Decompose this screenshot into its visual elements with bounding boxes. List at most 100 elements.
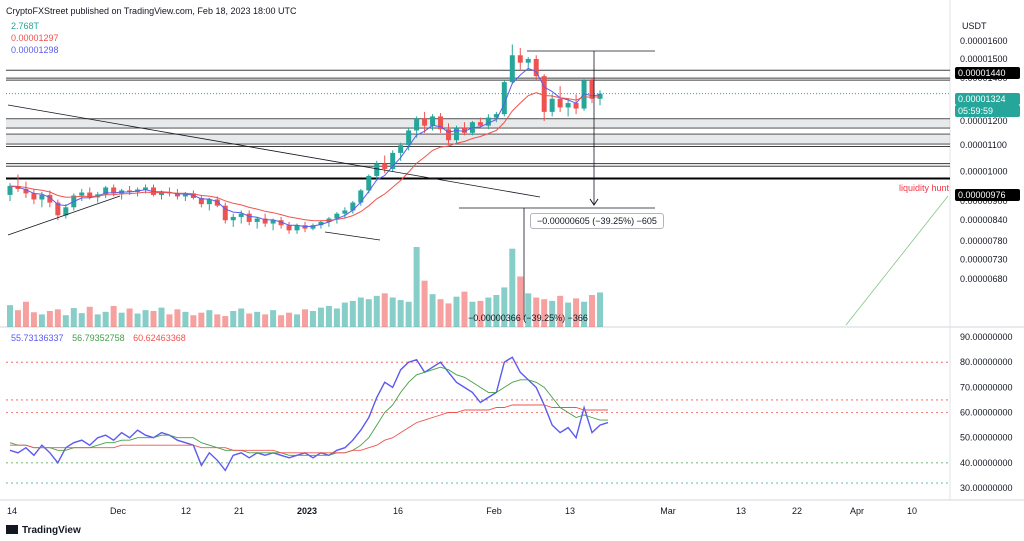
volume-bar: [437, 299, 444, 327]
candle-body: [382, 163, 388, 169]
rsi-tick-label: 80.00000000: [960, 357, 1013, 367]
candle-body: [517, 55, 523, 63]
price-tick-label: 0.00000840: [960, 215, 1008, 225]
volume-bar: [485, 297, 492, 327]
price-tick-label: 0.00000730: [960, 254, 1008, 264]
price-tick-label: 0.00000780: [960, 236, 1008, 246]
price-tick-label: 0.00001500: [960, 54, 1008, 64]
volume-bar: [397, 300, 404, 327]
price-tick-label: 0.00001000: [960, 167, 1008, 177]
candle-body: [262, 218, 268, 224]
rsi-line: [9, 356, 609, 472]
candle-body: [270, 220, 276, 224]
x-tick-label: 22: [792, 506, 802, 516]
volume-bar: [142, 310, 149, 327]
brand-text: TradingView: [22, 525, 81, 536]
candle-body: [79, 192, 85, 196]
volume-bar: [525, 293, 532, 327]
volume-bar: [110, 305, 117, 327]
volume-bar: [573, 298, 580, 327]
candle-body: [414, 118, 420, 131]
candle-body: [39, 194, 45, 200]
ema-red-legend: 0.00001297: [11, 33, 59, 43]
volume-bar: [461, 291, 468, 327]
volume-bar: [158, 307, 165, 327]
candle-body: [438, 116, 444, 130]
rsi-legend: 55.73136337 56.79352758 60.62463368: [11, 333, 192, 343]
volume-bar: [70, 308, 77, 327]
candle-body: [55, 202, 61, 216]
volume-bar: [389, 297, 396, 327]
volume-bar: [421, 280, 428, 327]
price-measure-label: −0.00000605 (−39.25%) −605: [530, 213, 664, 229]
candle-body: [509, 55, 515, 83]
volume-bar: [509, 248, 516, 327]
trendline: [7, 195, 121, 236]
candle-body: [206, 199, 212, 205]
volume-bar: [38, 314, 45, 327]
volume-bar: [174, 309, 181, 327]
candle-body: [485, 117, 491, 126]
volume-bar: [445, 303, 452, 327]
volume-bar: [493, 295, 500, 327]
volume-bar: [134, 313, 141, 327]
volume-bar: [477, 300, 484, 327]
volume-bar: [589, 295, 596, 327]
volume-bar: [86, 306, 93, 327]
volume-bar: [581, 301, 588, 327]
volume-bar: [317, 307, 324, 327]
candle-body: [254, 218, 260, 222]
volume-bar: [309, 311, 316, 327]
x-tick-label: 13: [736, 506, 746, 516]
candle-body: [453, 128, 459, 141]
last-price-tag: 0.00001324: [955, 93, 1020, 105]
volume-bar: [198, 312, 205, 327]
candle-body: [143, 187, 149, 190]
candle-body: [7, 185, 13, 195]
volume-legend: 2.768T: [11, 21, 40, 31]
candle-body: [430, 116, 436, 126]
volume-bar: [549, 300, 556, 327]
candle-body: [358, 190, 364, 203]
candle-body: [374, 163, 380, 176]
candle-body: [198, 197, 204, 205]
volume-bar: [262, 314, 269, 327]
x-tick-label: Feb: [486, 506, 502, 516]
publisher-line: CryptoFXStreet published on TradingView.…: [6, 6, 297, 16]
price-tick-label: 0.00000900: [960, 196, 1008, 206]
x-tick-label: Apr: [850, 506, 864, 516]
candle-body: [573, 103, 579, 109]
candle-body: [501, 82, 507, 115]
candle-body: [334, 213, 340, 219]
rsi-ma-slow-value: 60.62463368: [133, 333, 186, 343]
price-unit: USDT: [962, 21, 987, 31]
candle-body: [446, 129, 452, 141]
candle-body: [111, 187, 117, 194]
candle-body: [461, 128, 467, 133]
candle-body: [278, 220, 284, 226]
countdown-tag: 05:59:59: [955, 105, 1020, 117]
candle-body: [366, 175, 372, 191]
rsi-tick-label: 70.00000000: [960, 382, 1013, 392]
x-tick-label: Mar: [660, 506, 676, 516]
volume-bar: [541, 299, 548, 327]
candle-body: [422, 118, 428, 126]
volume-bar: [62, 315, 69, 327]
candle-body: [597, 93, 603, 99]
x-tick-label: 16: [393, 506, 403, 516]
candle-body: [87, 192, 93, 198]
x-tick-label: 14: [7, 506, 17, 516]
candle-body: [533, 58, 539, 77]
x-tick-label: 12: [181, 506, 191, 516]
candle-body: [525, 58, 531, 63]
volume-bar: [102, 311, 109, 327]
volume-bar: [517, 276, 524, 327]
volume-bar: [150, 311, 157, 327]
candle-body: [63, 207, 69, 216]
volume-bar: [78, 313, 85, 327]
candle-body: [230, 216, 236, 221]
volume-bar: [166, 314, 173, 327]
level-zone: [6, 163, 950, 167]
rsi-value: 55.73136337: [11, 333, 64, 343]
price-tick-label: 0.00001600: [960, 36, 1008, 46]
